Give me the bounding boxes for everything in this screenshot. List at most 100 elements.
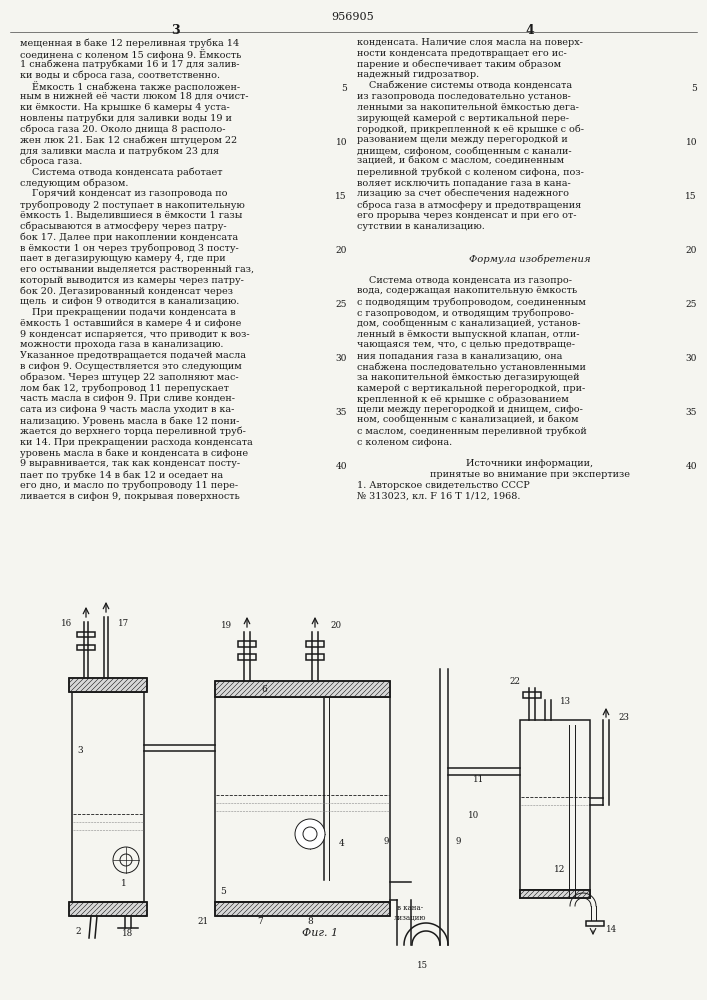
Text: 10: 10 <box>336 138 347 147</box>
Text: в ёмкости 1 он через трубопровод 3 посту-: в ёмкости 1 он через трубопровод 3 посту… <box>20 243 239 253</box>
Text: мещенная в баке 12 переливная трубка 14: мещенная в баке 12 переливная трубка 14 <box>20 38 239 47</box>
Text: сбрасываются в атмосферу через патру-: сбрасываются в атмосферу через патру- <box>20 222 227 231</box>
Text: уровень масла в баке и конденсата в сифоне: уровень масла в баке и конденсата в сифо… <box>20 448 248 458</box>
Text: 2: 2 <box>75 928 81 936</box>
Text: переливной трубкой с коленом сифона, поз-: переливной трубкой с коленом сифона, поз… <box>357 168 584 177</box>
Text: конденсата. Наличие слоя масла на поверх-: конденсата. Наличие слоя масла на поверх… <box>357 38 583 47</box>
Text: с маслом, соединенным переливной трубкой: с маслом, соединенным переливной трубкой <box>357 427 587 436</box>
Text: сброса газа.: сброса газа. <box>20 157 82 166</box>
Text: 9: 9 <box>383 838 389 846</box>
Text: можности прохода газа в канализацию.: можности прохода газа в канализацию. <box>20 340 223 349</box>
Bar <box>306 641 324 647</box>
Text: 16: 16 <box>61 619 72 629</box>
Bar <box>520 890 590 898</box>
Text: 4: 4 <box>339 840 344 848</box>
Bar <box>215 902 390 916</box>
Text: 5: 5 <box>691 84 697 93</box>
Bar <box>69 902 147 916</box>
Text: ки воды и сброса газа, соответственно.: ки воды и сброса газа, соответственно. <box>20 70 220 80</box>
Text: 23: 23 <box>618 712 629 722</box>
Text: дом, сообщенным с канализацией, установ-: дом, сообщенным с канализацией, установ- <box>357 319 580 328</box>
Text: Формула изобретения: Формула изобретения <box>469 254 591 263</box>
Text: 12: 12 <box>554 865 566 874</box>
Text: часть масла в сифон 9. При сливе конден-: часть масла в сифон 9. При сливе конден- <box>20 394 235 403</box>
Text: вода, содержащая накопительную ёмкость: вода, содержащая накопительную ёмкость <box>357 286 577 295</box>
Text: сутствии в канализацию.: сутствии в канализацию. <box>357 222 485 231</box>
Text: 9 конденсат испаряется, что приводит к воз-: 9 конденсат испаряется, что приводит к в… <box>20 330 250 339</box>
Text: 22: 22 <box>509 678 520 686</box>
Text: 1. Авторское свидетельство СССР: 1. Авторское свидетельство СССР <box>357 481 530 490</box>
Text: 14: 14 <box>606 926 617 934</box>
Bar <box>238 641 256 647</box>
Text: зацией, и баком с маслом, соединенным: зацией, и баком с маслом, соединенным <box>357 157 564 166</box>
Text: ливается в сифон 9, покрывая поверхность: ливается в сифон 9, покрывая поверхность <box>20 492 240 501</box>
Bar <box>69 678 147 692</box>
Text: воляет исключить попадание газа в кана-: воляет исключить попадание газа в кана- <box>357 178 571 187</box>
Text: 9 выравнивается, так как конденсат посту-: 9 выравнивается, так как конденсат посту… <box>20 459 240 468</box>
Text: Источники информации,: Источники информации, <box>467 459 594 468</box>
Text: в кана-
лизацию: в кана- лизацию <box>394 904 426 922</box>
Text: сброса газа в атмосферу и предотвращения: сброса газа в атмосферу и предотвращения <box>357 200 581 210</box>
Text: 9: 9 <box>456 838 462 846</box>
Text: 17: 17 <box>118 619 129 629</box>
Text: 4: 4 <box>525 24 534 37</box>
Text: соединена с коленом 15 сифона 9. Ёмкость: соединена с коленом 15 сифона 9. Ёмкость <box>20 49 241 60</box>
Text: 35: 35 <box>336 408 347 417</box>
Bar <box>69 678 147 692</box>
Text: 5: 5 <box>220 888 226 896</box>
Text: 10: 10 <box>686 138 697 147</box>
Text: 11: 11 <box>473 774 484 784</box>
Text: сата из сифона 9 часть масла уходит в ка-: сата из сифона 9 часть масла уходит в ка… <box>20 405 235 414</box>
Text: 8: 8 <box>307 918 313 926</box>
Text: сброса газа 20. Около днища 8 располо-: сброса газа 20. Около днища 8 располо- <box>20 124 226 134</box>
Text: При прекращении подачи конденсата в: При прекращении подачи конденсата в <box>20 308 235 317</box>
Bar <box>215 902 390 916</box>
Text: городкой, прикрепленной к её крышке с об-: городкой, прикрепленной к её крышке с об… <box>357 124 584 134</box>
Bar <box>72 692 144 902</box>
Text: 3: 3 <box>77 746 83 755</box>
Bar <box>238 654 256 660</box>
Bar <box>586 921 604 926</box>
Text: его остывании выделяется растворенный газ,: его остывании выделяется растворенный га… <box>20 265 254 274</box>
Text: трубопроводу 2 поступает в накопительную: трубопроводу 2 поступает в накопительную <box>20 200 245 210</box>
Text: 5: 5 <box>341 84 347 93</box>
Text: его дно, и масло по трубопроводу 11 пере-: его дно, и масло по трубопроводу 11 пере… <box>20 481 238 490</box>
Text: пает в дегазирующую камеру 4, где при: пает в дегазирующую камеру 4, где при <box>20 254 226 263</box>
Text: лом бак 12, трубопровод 11 перепускает: лом бак 12, трубопровод 11 перепускает <box>20 384 229 393</box>
Text: чающаяся тем, что, с целью предотвраще-: чающаяся тем, что, с целью предотвраще- <box>357 340 575 349</box>
Text: ёмкость 1 оставшийся в камере 4 и сифоне: ёмкость 1 оставшийся в камере 4 и сифоне <box>20 319 241 328</box>
Text: щель  и сифон 9 отводится в канализацию.: щель и сифон 9 отводится в канализацию. <box>20 297 239 306</box>
Text: с коленом сифона.: с коленом сифона. <box>357 438 452 447</box>
Text: 6: 6 <box>261 684 267 694</box>
Text: 40: 40 <box>686 462 697 471</box>
Text: Указанное предотвращается подачей масла: Указанное предотвращается подачей масла <box>20 351 246 360</box>
Bar <box>77 632 95 637</box>
Text: Фиг. 1: Фиг. 1 <box>302 928 338 938</box>
Text: днищем, сифоном, сообщенным с канали-: днищем, сифоном, сообщенным с канали- <box>357 146 572 155</box>
Text: зирующей камерой с вертикальной пере-: зирующей камерой с вертикальной пере- <box>357 114 569 123</box>
Text: камерой с вертикальной перегородкой, при-: камерой с вертикальной перегородкой, при… <box>357 384 585 393</box>
Text: в сифон 9. Осуществляется это следующим: в сифон 9. Осуществляется это следующим <box>20 362 242 371</box>
Text: крепленной к её крышке с образованием: крепленной к её крышке с образованием <box>357 394 568 404</box>
Bar <box>215 697 390 902</box>
Text: 15: 15 <box>335 192 347 201</box>
Text: снабжена последовательно установленными: снабжена последовательно установленными <box>357 362 586 371</box>
Bar <box>77 645 95 650</box>
Text: Система отвода конденсата из газопро-: Система отвода конденсата из газопро- <box>357 276 572 285</box>
Text: парение и обеспечивает таким образом: парение и обеспечивает таким образом <box>357 60 561 69</box>
Text: ном, сообщенным с канализацией, и баком: ном, сообщенным с канализацией, и баком <box>357 416 578 425</box>
Text: Ёмкость 1 снабжена также расположен-: Ёмкость 1 снабжена также расположен- <box>20 81 240 92</box>
Text: образом. Через штуцер 22 заполняют мас-: образом. Через штуцер 22 заполняют мас- <box>20 373 239 382</box>
Text: 10: 10 <box>468 811 479 820</box>
Circle shape <box>295 819 325 849</box>
Text: 40: 40 <box>336 462 347 471</box>
Text: 35: 35 <box>686 408 697 417</box>
Text: 20: 20 <box>336 246 347 255</box>
Text: 30: 30 <box>336 354 347 363</box>
Text: 15: 15 <box>416 960 428 970</box>
Text: с газопроводом, и отводящим трубопрово-: с газопроводом, и отводящим трубопрово- <box>357 308 574 318</box>
Text: за накопительной ёмкостью дегазирующей: за накопительной ёмкостью дегазирующей <box>357 373 580 382</box>
Text: лизацию за счет обеспечения надежного: лизацию за счет обеспечения надежного <box>357 189 569 198</box>
Text: Снабжение системы отвода конденсата: Снабжение системы отвода конденсата <box>357 81 572 90</box>
Text: ки 14. При прекращении расхода конденсата: ки 14. При прекращении расхода конденсат… <box>20 438 252 447</box>
